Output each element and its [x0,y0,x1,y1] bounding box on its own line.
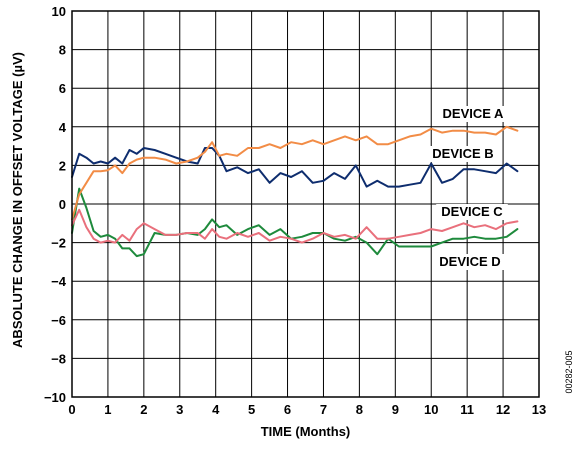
device-c-label-bg [436,204,508,220]
device-c-label: DEVICE C [441,204,503,219]
x-tick-label-10: 10 [424,402,438,417]
device-b-line [71,147,519,188]
device-a-label-bg [437,106,509,122]
device-d-line [71,187,519,258]
x-tick-label-11: 11 [460,402,474,417]
x-tick-label-0: 0 [68,402,75,417]
series-layer [71,125,519,258]
y-tick-label-3: 4 [59,120,67,135]
y-tick-labels: 10 8 6 4 2 0 −2 −4 −6 −8 −10 [44,4,67,405]
y-axis-title: ABSOLUTE CHANGE IN OFFSET VOLTAGE (µV) [10,52,25,348]
y-tick-label-2: 6 [59,81,66,96]
x-tick-label-1: 1 [104,402,111,417]
y-tick-label-4: 2 [59,158,66,173]
x-axis-title: TIME (Months) [261,424,351,439]
y-tick-label-9: −8 [51,351,66,366]
x-tick-label-9: 9 [392,402,399,417]
y-tick-label-10: −10 [44,390,66,405]
x-tick-label-3: 3 [176,402,183,417]
y-tick-label-0: 10 [52,4,66,19]
y-tick-label-5: 0 [59,197,66,212]
x-tick-label-8: 8 [356,402,363,417]
device-a-label: DEVICE A [443,106,505,121]
device-b-label-bg [427,146,499,162]
y-tick-label-1: 8 [59,43,66,58]
device-a-line [71,125,519,221]
device-d-label: DEVICE D [439,254,500,269]
series-labels: DEVICE A DEVICE B DEVICE C DEVICE D [427,106,509,270]
x-tick-label-2: 2 [140,402,147,417]
x-tick-label-7: 7 [320,402,327,417]
x-tick-labels: 0 1 2 3 4 5 6 7 8 9 10 11 12 13 [68,402,546,417]
x-tick-label-6: 6 [284,402,291,417]
y-tick-label-6: −2 [51,236,66,251]
y-tick-label-8: −6 [51,313,66,328]
plot-frame [71,10,540,398]
figure-id: 00282-005 [564,350,574,393]
y-tick-label-7: −4 [51,274,67,289]
x-tick-label-13: 13 [532,402,546,417]
x-tick-label-4: 4 [212,402,220,417]
x-tick-label-5: 5 [248,402,255,417]
device-b-label: DEVICE B [432,146,493,161]
x-tick-label-12: 12 [496,402,510,417]
device-d-label-bg [434,254,506,270]
device-c-line [71,208,519,244]
